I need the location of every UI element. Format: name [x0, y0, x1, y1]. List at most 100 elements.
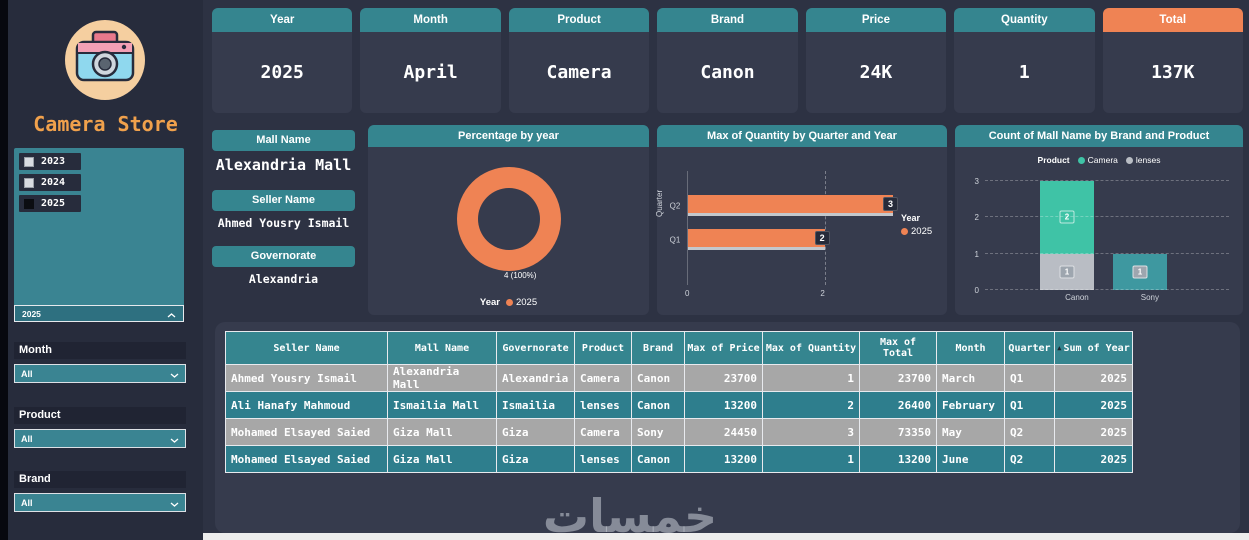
cell[interactable]: 2025: [1054, 445, 1133, 473]
brand-dropdown[interactable]: All: [14, 493, 186, 512]
month-dropdown[interactable]: All: [14, 364, 186, 383]
cell[interactable]: Giza Mall: [387, 418, 497, 446]
legend-item-camera[interactable]: Camera: [1077, 155, 1118, 165]
col-header-month[interactable]: Month: [936, 331, 1005, 365]
cell[interactable]: 13200: [684, 445, 763, 473]
info-column: Mall Name Alexandria Mall Seller Name Ah…: [212, 130, 355, 302]
cell[interactable]: 2025: [1054, 364, 1133, 392]
cell[interactable]: 73350: [859, 418, 937, 446]
cell[interactable]: Ali Hanafy Mahmoud: [225, 391, 388, 419]
col-header-brand[interactable]: Brand: [631, 331, 685, 365]
col-header-max-total[interactable]: Max of Total: [859, 331, 937, 365]
kpi-value: Camera: [546, 62, 612, 83]
cell[interactable]: Ahmed Yousry Ismail: [225, 364, 388, 392]
gridline: [985, 216, 1229, 218]
brand-filter-label: Brand: [14, 471, 186, 488]
cell[interactable]: Ismailia: [496, 391, 575, 419]
col-header-product[interactable]: Product: [574, 331, 632, 365]
cell[interactable]: Alexandria Mall: [387, 364, 497, 392]
chart-title: Percentage by year: [368, 125, 649, 147]
cell[interactable]: Giza Mall: [387, 445, 497, 473]
brand-filter: Brand All: [14, 471, 186, 512]
cell[interactable]: 2025: [1054, 391, 1133, 419]
bar-chart-legend: Year 2025: [901, 213, 933, 237]
cell[interactable]: 2025: [1054, 418, 1133, 446]
cell[interactable]: Sony: [631, 418, 685, 446]
segment-data-label: 1: [1132, 265, 1148, 279]
cell[interactable]: 23700: [684, 364, 763, 392]
year-slicer: 2023 2024 2025 2025: [14, 148, 184, 322]
cell[interactable]: Canon: [631, 445, 685, 473]
column-segment-camera[interactable]: 2: [1039, 180, 1094, 254]
checkbox-checked-icon[interactable]: [24, 198, 34, 209]
cell[interactable]: 3: [762, 418, 860, 446]
legend-item-2025[interactable]: 2025: [505, 297, 537, 308]
cell[interactable]: Canon: [631, 364, 685, 392]
year-slicer-summary[interactable]: 2025: [14, 305, 184, 322]
kpi-card-quantity: Quantity 1: [954, 8, 1095, 113]
quantity-bar[interactable]: 3: [688, 195, 898, 216]
cell[interactable]: 23700: [859, 364, 937, 392]
sort-ascending-icon: ▲: [1057, 343, 1062, 352]
year-option-2023[interactable]: 2023: [19, 153, 82, 170]
cell[interactable]: Giza: [496, 445, 575, 473]
info-header: Mall Name: [212, 130, 355, 151]
col-header-quarter[interactable]: Quarter: [1004, 331, 1055, 365]
category-label: Q2: [669, 201, 681, 210]
product-dropdown[interactable]: All: [14, 429, 186, 448]
col-header-max-quantity[interactable]: Max of Quantity: [762, 331, 860, 365]
cell[interactable]: March: [936, 364, 1005, 392]
kpi-header: Quantity: [954, 8, 1095, 32]
cell[interactable]: Ismailia Mall: [387, 391, 497, 419]
kpi-header: Price: [805, 8, 947, 32]
quantity-bar[interactable]: 2: [688, 229, 830, 250]
checkbox-unchecked-icon[interactable]: [24, 156, 34, 167]
cell[interactable]: Mohamed Elsayed Saied: [225, 418, 388, 446]
chevron-down-icon: [170, 365, 179, 383]
bar-chart-body: Quarter Q2 3 Q1 2: [655, 147, 947, 315]
camera-logo-icon: [61, 16, 149, 104]
cell[interactable]: Canon: [631, 391, 685, 419]
cell[interactable]: June: [936, 445, 1005, 473]
cell[interactable]: 24450: [684, 418, 763, 446]
brand-column[interactable]: 1: [1112, 170, 1167, 290]
cell[interactable]: 13200: [859, 445, 937, 473]
year-option-2025[interactable]: 2025: [19, 195, 82, 212]
col-header-sum-of-year[interactable]: ▲ Sum of Year: [1054, 331, 1133, 365]
cell[interactable]: Mohamed Elsayed Saied: [225, 445, 388, 473]
legend-item-lenses[interactable]: lenses: [1125, 155, 1160, 165]
cell[interactable]: 1: [762, 364, 860, 392]
col-header-governorate[interactable]: Governorate: [496, 331, 575, 365]
quantity-plot: Q2 3 Q1 2: [670, 171, 898, 285]
sidebar: Camera Store 2023 2024 2025 2025: [8, 0, 203, 540]
cell[interactable]: 2: [762, 391, 860, 419]
cell[interactable]: Q2: [1004, 418, 1055, 446]
cell[interactable]: Camera: [574, 418, 632, 446]
cell[interactable]: 1: [762, 445, 860, 473]
column-segment-lenses[interactable]: 1: [1039, 253, 1094, 290]
cell[interactable]: Q1: [1004, 364, 1055, 392]
cell[interactable]: Giza: [496, 418, 575, 446]
cell[interactable]: lenses: [574, 391, 632, 419]
year-option-2024[interactable]: 2024: [19, 174, 82, 191]
col-header-mall-name[interactable]: Mall Name: [387, 331, 497, 365]
cell[interactable]: Alexandria: [496, 364, 575, 392]
cell[interactable]: Q1: [1004, 391, 1055, 419]
col-header-max-price[interactable]: Max of Price: [684, 331, 763, 365]
cell[interactable]: 26400: [859, 391, 937, 419]
donut-slice-2025[interactable]: [456, 167, 561, 271]
column-segment-camera[interactable]: 1: [1112, 253, 1167, 290]
checkbox-unchecked-icon[interactable]: [24, 177, 34, 188]
cell[interactable]: 13200: [684, 391, 763, 419]
cell[interactable]: lenses: [574, 445, 632, 473]
legend-item-2025[interactable]: 2025: [901, 226, 932, 237]
info-header: Seller Name: [212, 190, 355, 211]
col-header-seller-name[interactable]: Seller Name: [225, 331, 388, 365]
cell[interactable]: Q2: [1004, 445, 1055, 473]
cell[interactable]: May: [936, 418, 1005, 446]
cell[interactable]: Camera: [574, 364, 632, 392]
cell[interactable]: February: [936, 391, 1005, 419]
